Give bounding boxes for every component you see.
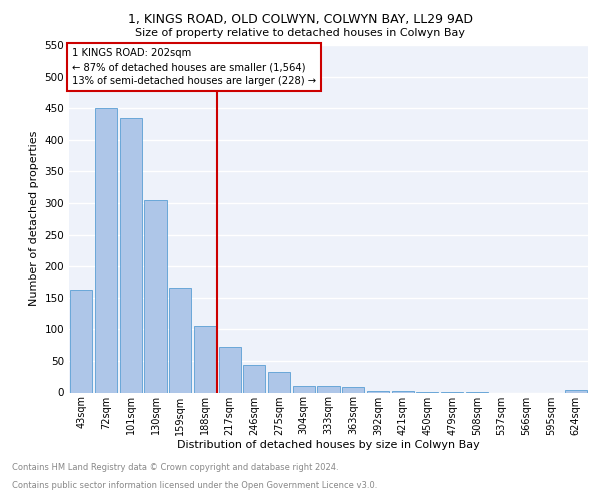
Text: 1 KINGS ROAD: 202sqm
← 87% of detached houses are smaller (1,564)
13% of semi-de: 1 KINGS ROAD: 202sqm ← 87% of detached h… bbox=[71, 48, 316, 86]
Bar bbox=[342, 388, 364, 392]
Bar bbox=[194, 326, 216, 392]
Bar bbox=[268, 372, 290, 392]
Bar bbox=[243, 366, 265, 392]
Bar bbox=[70, 290, 92, 393]
Text: Size of property relative to detached houses in Colwyn Bay: Size of property relative to detached ho… bbox=[135, 28, 465, 38]
Bar bbox=[565, 390, 587, 392]
Y-axis label: Number of detached properties: Number of detached properties bbox=[29, 131, 39, 306]
Text: 1, KINGS ROAD, OLD COLWYN, COLWYN BAY, LL29 9AD: 1, KINGS ROAD, OLD COLWYN, COLWYN BAY, L… bbox=[128, 12, 473, 26]
Bar bbox=[95, 108, 117, 393]
Bar bbox=[145, 200, 167, 392]
X-axis label: Distribution of detached houses by size in Colwyn Bay: Distribution of detached houses by size … bbox=[177, 440, 480, 450]
Bar bbox=[392, 391, 414, 392]
Text: Contains public sector information licensed under the Open Government Licence v3: Contains public sector information licen… bbox=[12, 481, 377, 490]
Bar bbox=[218, 347, 241, 393]
Text: Contains HM Land Registry data © Crown copyright and database right 2024.: Contains HM Land Registry data © Crown c… bbox=[12, 464, 338, 472]
Bar bbox=[119, 118, 142, 392]
Bar bbox=[317, 386, 340, 392]
Bar bbox=[367, 390, 389, 392]
Bar bbox=[293, 386, 315, 392]
Bar bbox=[169, 288, 191, 393]
